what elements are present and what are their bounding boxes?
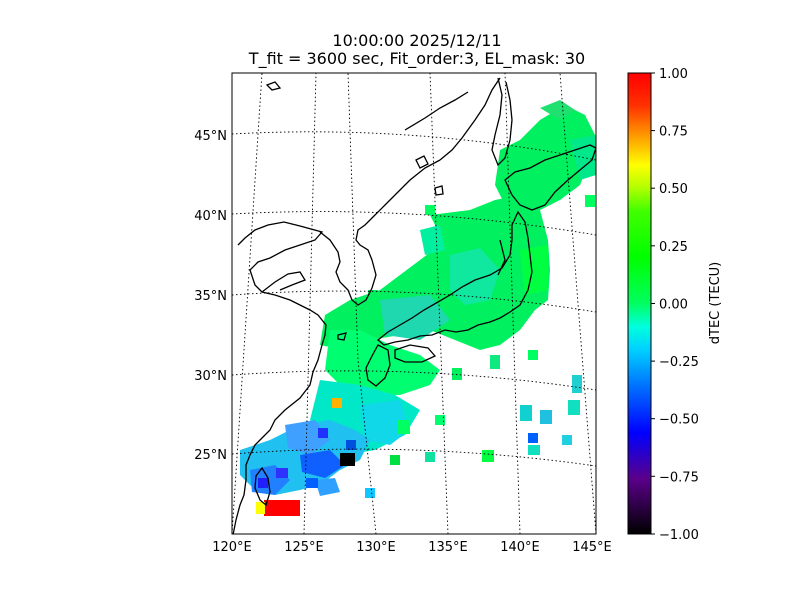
lon-label-145: 145°E [572, 540, 612, 555]
dtec-data-cells [240, 100, 596, 516]
colorbar-gradient [627, 72, 652, 535]
lon-label-130: 130°E [356, 540, 396, 555]
colorbar-tick-neg-0.75: −0.75 [659, 470, 699, 485]
colorbar-tick-0.75: 0.75 [659, 125, 688, 140]
colorbar-tick-0.50: 0.50 [659, 182, 688, 197]
graticule [232, 73, 596, 534]
lat-label-25: 25°N [194, 448, 227, 463]
colorbar-label: dTEC (TECU) [708, 262, 723, 345]
colorbar-tick-0.00: 0.00 [659, 298, 688, 313]
colorbar-tick-neg-0.25: −0.25 [659, 355, 699, 370]
longitude-labels: 120°E 125°E 130°E 135°E 140°E 145°E [212, 540, 612, 555]
lon-label-120: 120°E [212, 540, 252, 555]
colorbar-tick-1.00: 1.00 [659, 67, 688, 82]
lon-label-135: 135°E [428, 540, 468, 555]
lat-label-30: 30°N [194, 369, 227, 384]
title-line-2: T_fit = 3600 sec, Fit_order:3, EL_mask: … [248, 49, 586, 68]
lon-label-125: 125°E [284, 540, 324, 555]
map-plot-area [232, 73, 596, 534]
latitude-labels: 25°N 30°N 35°N 40°N 45°N [194, 129, 227, 463]
lat-label-45: 45°N [194, 129, 227, 144]
lon-label-140: 140°E [500, 540, 540, 555]
title-line-1: 10:00:00 2025/12/11 [332, 31, 502, 50]
lat-label-35: 35°N [194, 289, 227, 304]
coastlines [232, 77, 596, 534]
colorbar-tick-neg-0.50: −0.50 [659, 413, 699, 428]
lat-label-40: 40°N [194, 209, 227, 224]
colorbar: 1.00 0.75 0.50 0.25 0.00 −0.25 −0.50 −0.… [627, 67, 723, 543]
map-frame [231, 72, 597, 535]
colorbar-tick-neg-1.00: −1.00 [659, 528, 699, 543]
colorbar-tick-0.25: 0.25 [659, 240, 688, 255]
